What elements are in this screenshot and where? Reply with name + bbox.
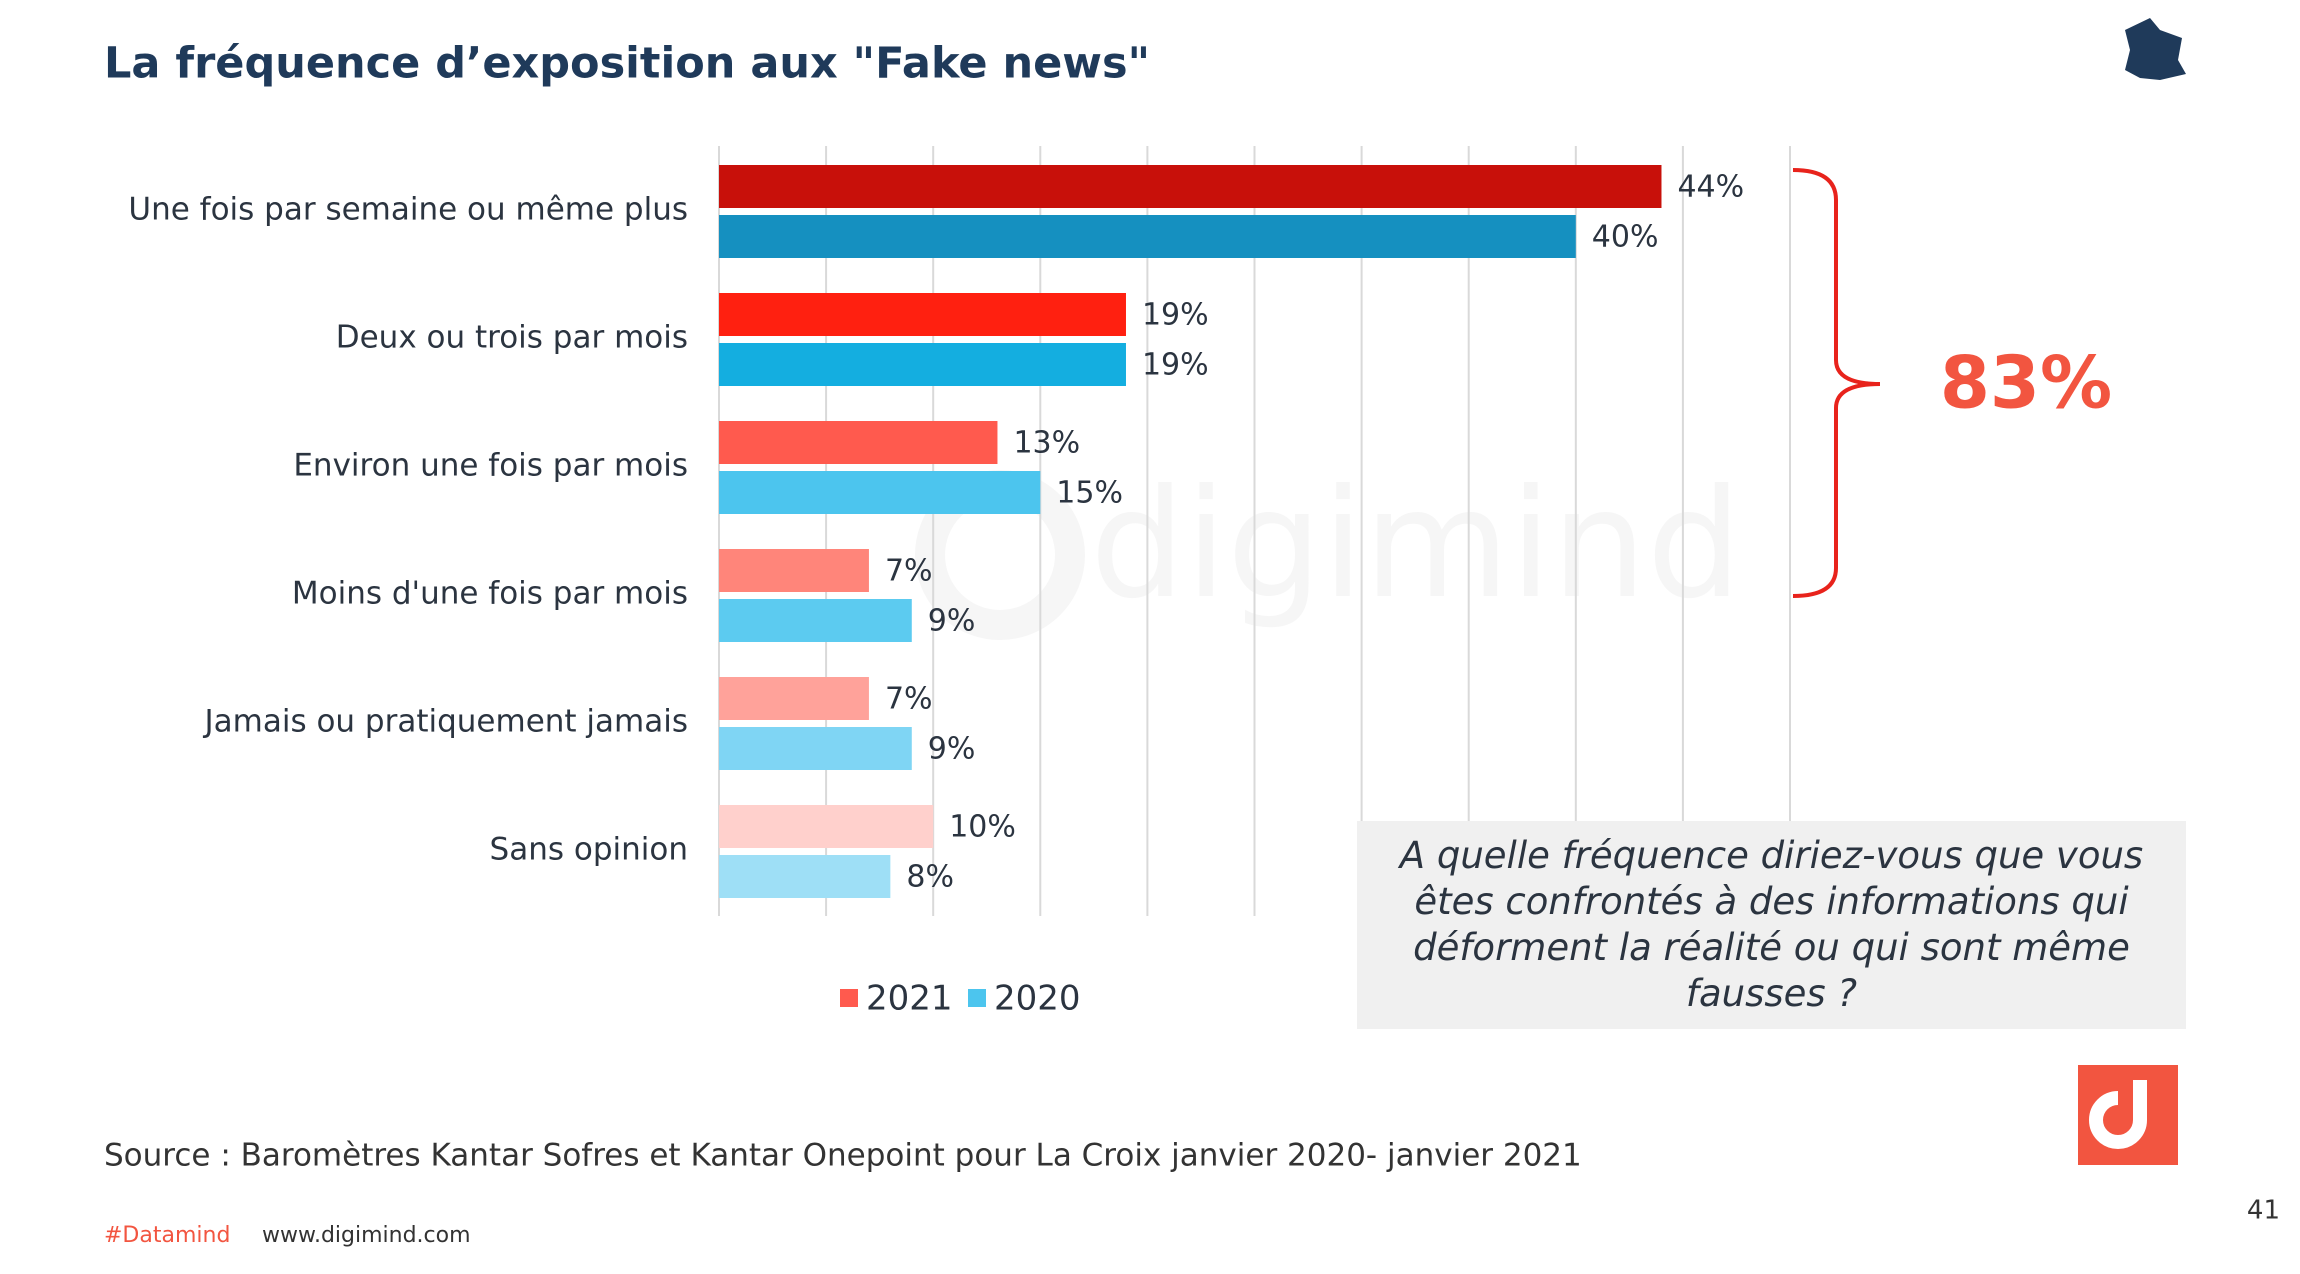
value-label: 13% (1013, 426, 1080, 461)
bar (719, 549, 869, 592)
bar (719, 421, 998, 464)
source: Source : Baromètres Kantar Sofres et Kan… (104, 1138, 1582, 1174)
value-label: 9% (928, 604, 976, 639)
bar (719, 165, 1662, 208)
bar (719, 599, 912, 642)
page-number: 41 (2247, 1196, 2280, 1226)
france-icon (2125, 18, 2186, 80)
logo-mark (2089, 1080, 2147, 1149)
category-label: Jamais ou pratiquement jamais (203, 704, 689, 740)
hashtag: #Datamind (104, 1223, 230, 1248)
question-box: A quelle fréquence diriez-vous que vous … (1357, 821, 2186, 1029)
website: www.digimind.com (262, 1223, 471, 1248)
watermark: digimind (915, 458, 1742, 640)
value-label: 19% (1142, 348, 1209, 383)
value-label: 8% (906, 860, 954, 895)
value-label: 19% (1142, 298, 1209, 333)
category-label: Deux ou trois par mois (336, 320, 688, 356)
value-label: 40% (1592, 220, 1659, 255)
bar (719, 805, 934, 848)
bar (719, 677, 869, 720)
legend-swatch (840, 989, 858, 1007)
plot: Une fois par semaine ou même plus 44% 40% D… (128, 146, 1791, 1019)
category-label: Moins d'une fois par mois (292, 576, 688, 612)
bar (719, 293, 1126, 336)
bar (719, 343, 1126, 386)
value-label: 15% (1056, 476, 1123, 511)
value-label: 44% (1677, 170, 1744, 205)
legend-label: 2021 (866, 979, 953, 1019)
value-label: 7% (885, 554, 933, 589)
bracket (1792, 168, 1881, 598)
watermark-text: digimind (1090, 458, 1742, 632)
bar (719, 727, 912, 770)
legend-swatch (968, 989, 986, 1007)
value-label: 9% (928, 732, 976, 767)
bar (719, 215, 1576, 258)
annotation: 83% (1940, 341, 2112, 425)
legend-label: 2020 (994, 979, 1081, 1019)
logo (2078, 1065, 2178, 1165)
chart-title: La fréquence d’exposition aux "Fake news… (104, 39, 1150, 89)
value-label: 10% (949, 810, 1016, 845)
bar (719, 471, 1041, 514)
category-label: Une fois par semaine ou même plus (128, 192, 688, 228)
category-label: Environ une fois par mois (293, 448, 688, 484)
value-label: 7% (885, 682, 933, 717)
category-label: Sans opinion (490, 832, 688, 868)
bar (719, 855, 891, 898)
